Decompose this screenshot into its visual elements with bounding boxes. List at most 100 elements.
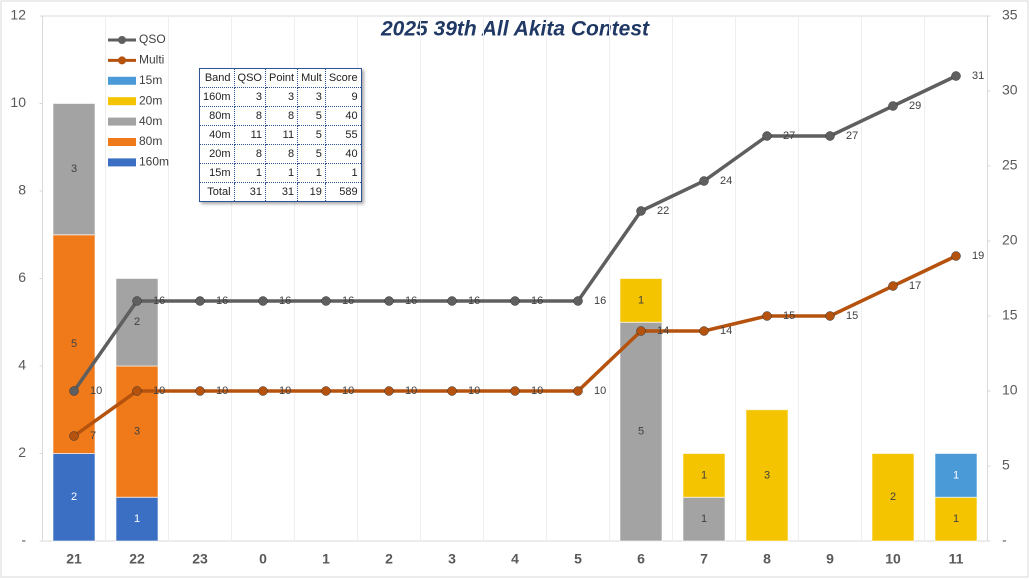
bar-segment — [619, 278, 663, 323]
line-point — [573, 386, 583, 396]
line-point — [132, 386, 142, 396]
line-point — [195, 296, 205, 306]
table-cell: Band — [199, 68, 235, 88]
table-cell: 31 — [233, 182, 266, 202]
y2-tick-label: 10 — [1002, 382, 1018, 398]
line-value-label: 16 — [594, 295, 606, 307]
bar-value-label: 2 — [134, 316, 140, 328]
x-tick-label: 4 — [511, 551, 519, 567]
x-tick-label: 21 — [66, 551, 82, 567]
bar-segment — [745, 409, 789, 542]
line-value-label: 31 — [972, 70, 984, 82]
table-cell: 160m — [199, 87, 235, 107]
table-cell: 8 — [264, 106, 299, 126]
table-cell: 80m — [199, 106, 235, 126]
line-value-label: 19 — [972, 250, 984, 262]
legend-marker — [118, 56, 126, 65]
table-cell: 15m — [199, 163, 235, 183]
bar-value-label: 3 — [764, 469, 770, 481]
x-tick-label: 8 — [763, 551, 771, 567]
line-value-label: 17 — [909, 280, 921, 292]
bar-segment — [52, 103, 96, 236]
x-tick-label: 23 — [192, 551, 208, 567]
bar-segment — [619, 321, 663, 542]
table-cell: 40 — [324, 106, 362, 126]
table-row: Band QSO Point Mult Score — [199, 68, 362, 88]
line-value-label: 16 — [279, 295, 291, 307]
line-point — [258, 386, 268, 396]
x-tick-label: 3 — [448, 551, 456, 567]
table-cell: 3 — [264, 87, 299, 107]
bar-value-label: 2 — [890, 491, 896, 503]
y2-tick-label: 15 — [1002, 307, 1018, 323]
table-cell: 3 — [233, 87, 266, 107]
line-value-label: 10 — [279, 385, 291, 397]
bar-value-label: 3 — [134, 426, 140, 438]
table-row: 15m 1 1 1 1 — [199, 163, 362, 183]
bar-value-label: 3 — [71, 163, 77, 175]
table-cell: 9 — [324, 87, 362, 107]
y-tick-label: 8 — [18, 182, 26, 198]
legend-swatch — [108, 76, 136, 85]
line-value-label: 15 — [846, 310, 858, 322]
bar-segment — [52, 234, 96, 454]
legend-label: 40m — [139, 114, 162, 128]
table-cell: 5 — [297, 106, 326, 126]
line-value-label: 16 — [342, 295, 354, 307]
table-cell: 11 — [264, 125, 299, 145]
x-tick-label: 2 — [385, 551, 393, 567]
line-point — [447, 296, 457, 306]
line-point — [825, 311, 835, 321]
line-point — [69, 431, 79, 441]
legend-label: Multi — [139, 53, 164, 67]
y2-tick-label: 25 — [1002, 157, 1018, 173]
line-point — [510, 386, 520, 396]
bar-segment — [934, 453, 978, 498]
line-value-label: 7 — [90, 430, 96, 442]
table-row: 80m 8 8 5 40 — [199, 106, 362, 126]
table-cell: Total — [199, 182, 235, 202]
line-value-label: 10 — [531, 385, 543, 397]
table-cell: Point — [264, 68, 299, 88]
line-value-label: 10 — [468, 385, 480, 397]
line-value-label: 10 — [405, 385, 417, 397]
table-cell: 5 — [297, 125, 326, 145]
legend-marker — [118, 36, 126, 44]
summary-table: Band QSO Point Mult Score 160m 3 3 3 9 80m 8 8 5 40 40m… — [199, 68, 362, 202]
line-value-label: 10 — [216, 385, 228, 397]
bar-value-label: 2 — [71, 491, 77, 503]
line-value-label: 14 — [657, 325, 669, 337]
table-cell: 40m — [199, 125, 235, 145]
legend-label: 80m — [139, 134, 162, 148]
line-point — [258, 296, 268, 306]
line-point — [762, 311, 772, 321]
y2-tick-label: 5 — [1002, 457, 1010, 473]
line-point — [699, 176, 709, 186]
y-tick-label: - — [21, 532, 26, 548]
x-tick-label: 11 — [949, 551, 964, 567]
line-value-label: 16 — [153, 295, 165, 307]
x-tick-label: 9 — [826, 551, 834, 567]
line-point — [699, 326, 709, 336]
table-cell: 5 — [297, 144, 326, 164]
line-point — [384, 296, 394, 306]
line-point — [951, 251, 961, 261]
bar-segment — [682, 496, 726, 542]
table-cell: 8 — [233, 106, 266, 126]
table-row: 20m 8 8 5 40 — [199, 144, 362, 164]
line-point — [951, 71, 961, 81]
bar-value-label: 1 — [701, 469, 707, 481]
bar-value-label: 1 — [701, 513, 707, 525]
y2-tick-label: 35 — [1002, 7, 1018, 23]
line-point — [321, 296, 331, 306]
table-cell: 589 — [324, 182, 362, 202]
legend-label: 20m — [139, 93, 162, 107]
x-tick-label: 7 — [700, 551, 708, 567]
table-row: 160m 3 3 3 9 — [199, 87, 362, 107]
line-value-label: 16 — [468, 295, 480, 307]
table-cell: 1 — [324, 163, 362, 183]
line-point — [132, 296, 142, 306]
table-cell: QSO — [233, 68, 266, 88]
line-value-label: 14 — [720, 325, 732, 337]
